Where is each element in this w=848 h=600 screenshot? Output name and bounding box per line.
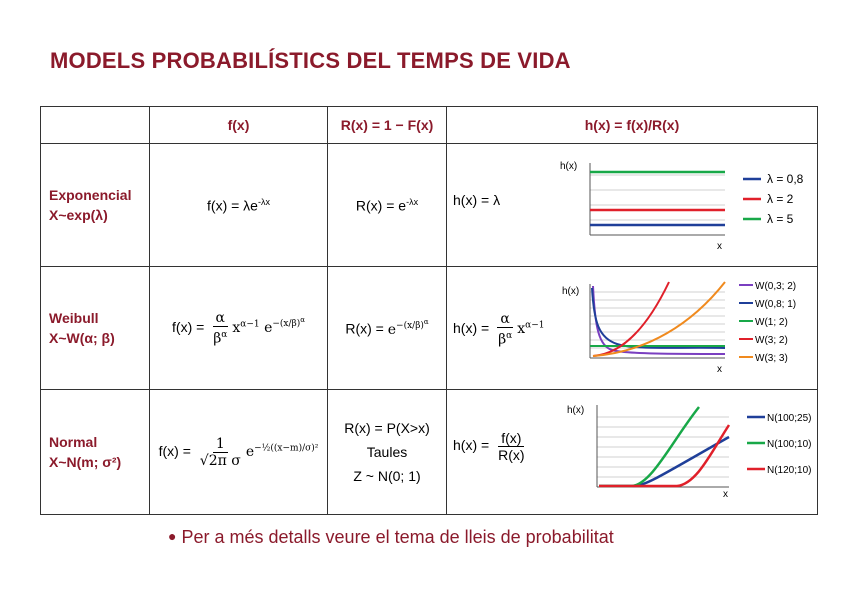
weibull-h-label: h(x) = — [453, 320, 490, 337]
weibull-axis-x-label: x — [717, 364, 722, 375]
weibull-h-cell: h(x) = α βα xα−1 h(x) x — [446, 266, 818, 390]
legend-item: W(1; 2) — [755, 317, 788, 328]
exp-f-exponent: -λx — [257, 196, 270, 207]
header-row: f(x) R(x) = 1 − F(x) h(x) = f(x)/R(x) — [40, 106, 818, 144]
normal-h-label: h(x) = — [453, 437, 490, 454]
legend-item: W(3; 3) — [755, 353, 788, 364]
exp-axis-y-label: h(x) — [560, 161, 577, 172]
exp-legend: λ = 0,8 λ = 2 λ = 5 — [743, 172, 804, 226]
bullet-icon: ● — [168, 528, 177, 544]
normal-axis-y-label: h(x) — [567, 405, 584, 416]
exp-hazard-chart: h(x) x λ = 0,8 λ = 2 λ = 5 — [560, 161, 804, 252]
exp-f-formula: f(x) = λe-λx — [149, 143, 328, 267]
weibull-axis-y-label: h(x) — [562, 286, 579, 297]
exp-h-cell: h(x) = λ h(x) x λ = 0,8 λ = 2 — [446, 143, 818, 267]
header-hx: h(x) = f(x)/R(x) — [446, 106, 818, 144]
row-name-weibull: Weibull X~W(α; β) — [40, 266, 150, 390]
row-name-line1: Normal — [49, 434, 98, 450]
legend-item: N(100;10) — [767, 439, 811, 450]
legend-item: λ = 2 — [767, 192, 794, 206]
normal-r-formula: R(x) = P(X>x) Taules Z ~ N(0; 1) — [327, 389, 447, 515]
footnote: ● Per a més detalls veure el tema de lle… — [168, 527, 614, 548]
exp-h-formula: h(x) = λ — [453, 192, 501, 208]
legend-item: N(100;25) — [767, 413, 811, 424]
normal-r-line3: Z ~ N(0; 1) — [353, 468, 421, 484]
normal-f-formula: f(x) = 1 √2π σ e−½((x−m)/σ)² — [149, 389, 328, 515]
normal-series-n120-10 — [599, 423, 731, 487]
row-name-exponential: Exponencial X~exp(λ) — [40, 143, 150, 267]
normal-axis-x-label: x — [723, 489, 728, 500]
legend-item: W(0,8; 1) — [755, 299, 796, 310]
exp-axis-x-label: x — [717, 241, 722, 252]
legend-item: N(120;10) — [767, 465, 811, 476]
normal-h-den: R(x) — [498, 447, 525, 463]
row-weibull: Weibull X~W(α; β) f(x) = α βα xα−1 e−(x/β)… — [40, 266, 818, 390]
exp-r-formula: R(x) = e-λx — [327, 143, 447, 267]
legend-item: W(0,3; 2) — [755, 281, 796, 292]
normal-legend: N(100;25) N(100;10) N(120;10) — [747, 413, 811, 476]
normal-hazard-chart: h(x) x N(100;25) N(100;10) — [567, 404, 811, 500]
weibull-series-w08-1 — [591, 287, 726, 349]
weibull-series-w3-3 — [592, 280, 726, 357]
weibull-f-fraction: α βα — [212, 309, 228, 347]
weibull-f-label: f(x) = — [172, 318, 205, 335]
normal-r-line1: R(x) = P(X>x) — [344, 420, 430, 436]
normal-h-formula: h(x) = f(x) R(x) — [453, 430, 530, 463]
weibull-hazard-chart: h(x) x W(0,3; 2) — [562, 280, 796, 375]
row-normal: Normal X~N(m; σ²) f(x) = 1 √2π σ e−½((x−m)… — [40, 389, 818, 515]
normal-h-cell: h(x) = f(x) R(x) h(x) x N( — [446, 389, 818, 515]
exp-f-base: f(x) = λe — [207, 197, 258, 214]
row-name-line1: Exponencial — [49, 187, 132, 203]
row-name-line1: Weibull — [49, 310, 99, 326]
row-name-line2: X~W(α; β) — [49, 330, 115, 346]
header-rx: R(x) = 1 − F(x) — [327, 106, 447, 144]
footnote-text: Per a més detalls veure el tema de lleis… — [181, 527, 614, 547]
legend-item: W(3; 2) — [755, 335, 788, 346]
header-fx: f(x) — [149, 106, 328, 144]
weibull-legend: W(0,3; 2) W(0,8; 1) W(1; 2) W(3; 2) W(3;… — [739, 281, 796, 364]
normal-f-label: f(x) = — [158, 442, 191, 459]
weibull-h-formula: h(x) = α βα xα−1 — [453, 311, 545, 348]
models-table: f(x) R(x) = 1 − F(x) h(x) = f(x)/R(x) Ex… — [40, 106, 818, 515]
weibull-r-formula: R(x) = e−(x/β)α — [327, 266, 447, 390]
exp-r-base: R(x) = e — [355, 197, 407, 214]
row-name-normal: Normal X~N(m; σ²) — [40, 389, 150, 515]
normal-f-fraction: 1 √2π σ — [199, 435, 241, 469]
weibull-series-w03-2 — [592, 285, 726, 355]
legend-item: λ = 0,8 — [767, 172, 804, 186]
exp-gridlines — [590, 174, 725, 220]
normal-h-num: f(x) — [498, 430, 525, 447]
weibull-f-formula: f(x) = α βα xα−1 e−(x/β)α — [149, 266, 328, 390]
page-title: MODELS PROBABILÍSTICS DEL TEMPS DE VIDA — [50, 48, 571, 73]
exp-r-exponent: -λx — [406, 196, 419, 207]
header-empty — [40, 106, 150, 144]
normal-r-line2: Taules — [366, 444, 408, 460]
legend-item: λ = 5 — [767, 212, 794, 226]
weibull-r-label: R(x) = — [345, 320, 384, 337]
row-exponential: Exponencial X~exp(λ) f(x) = λe-λx R(x) =… — [40, 143, 818, 267]
normal-series-n100-25 — [599, 435, 730, 487]
row-name-line2: X~exp(λ) — [49, 207, 108, 223]
weibull-gridlines — [590, 291, 725, 348]
row-name-line2: X~N(m; σ²) — [49, 454, 122, 470]
